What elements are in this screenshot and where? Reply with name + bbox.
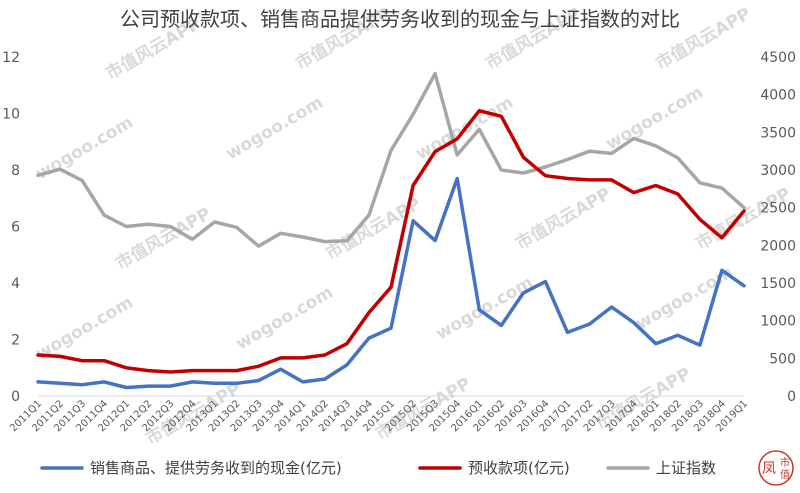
chart-title: 公司预收款项、销售商品提供劳务收到的现金与上证指数的对比 [120, 7, 680, 31]
y-left-tick-label: 0 [11, 389, 20, 405]
y-right-tick-label: 0 [787, 389, 796, 405]
y-left-tick-label: 4 [11, 276, 20, 292]
y-left-tick-label: 8 [11, 163, 20, 179]
y-right-tick-label: 2500 [760, 201, 796, 217]
watermark-text: wogoo.com [33, 293, 137, 365]
y-right-tick-label: 4000 [760, 88, 796, 104]
legend-label: 预收款项(亿元) [468, 459, 570, 477]
series-line-0 [36, 176, 746, 390]
svg-text:市: 市 [780, 456, 790, 469]
y-right-tick-label: 4500 [760, 50, 796, 66]
brand-logo-icon: 凤 市 值 [758, 450, 794, 486]
series-lines [36, 71, 746, 390]
watermark-text: 市值风云APP [512, 183, 614, 254]
y-left-tick-label: 10 [2, 107, 20, 123]
series-line-1 [36, 108, 746, 374]
y-left-tick-label: 6 [11, 220, 20, 236]
y-axis-right: 0 500 1000 1500 2000 2500 3000 3500 4000 4500 [760, 50, 796, 405]
y-right-tick-label: 3500 [760, 125, 796, 141]
y-right-tick-label: 1000 [760, 314, 796, 330]
watermark-text: wogoo.com [603, 83, 707, 155]
y-right-tick-label: 3000 [760, 163, 796, 179]
legend: 销售商品、提供劳务收到的现金(亿元) 预收款项(亿元) 上证指数 [40, 459, 716, 477]
y-left-tick-label: 2 [11, 333, 20, 349]
y-axis-left: 0 2 4 6 8 10 12 [2, 50, 20, 405]
watermark-text: wogoo.com [223, 93, 327, 165]
legend-label: 销售商品、提供劳务收到的现金(亿元) [90, 459, 342, 477]
watermark-text: 市值风云APP [112, 203, 214, 274]
y-right-tick-label: 1500 [760, 276, 796, 292]
svg-text:值: 值 [780, 468, 790, 481]
series-line-2 [36, 71, 746, 248]
y-right-tick-label: 500 [769, 351, 796, 367]
svg-text:凤: 凤 [762, 461, 776, 477]
watermark-text: wogoo.com [433, 273, 537, 345]
legend-label: 上证指数 [656, 459, 716, 477]
y-left-tick-label: 12 [2, 50, 20, 66]
watermark-text: wogoo.com [233, 283, 337, 355]
y-right-tick-label: 2000 [760, 238, 796, 254]
